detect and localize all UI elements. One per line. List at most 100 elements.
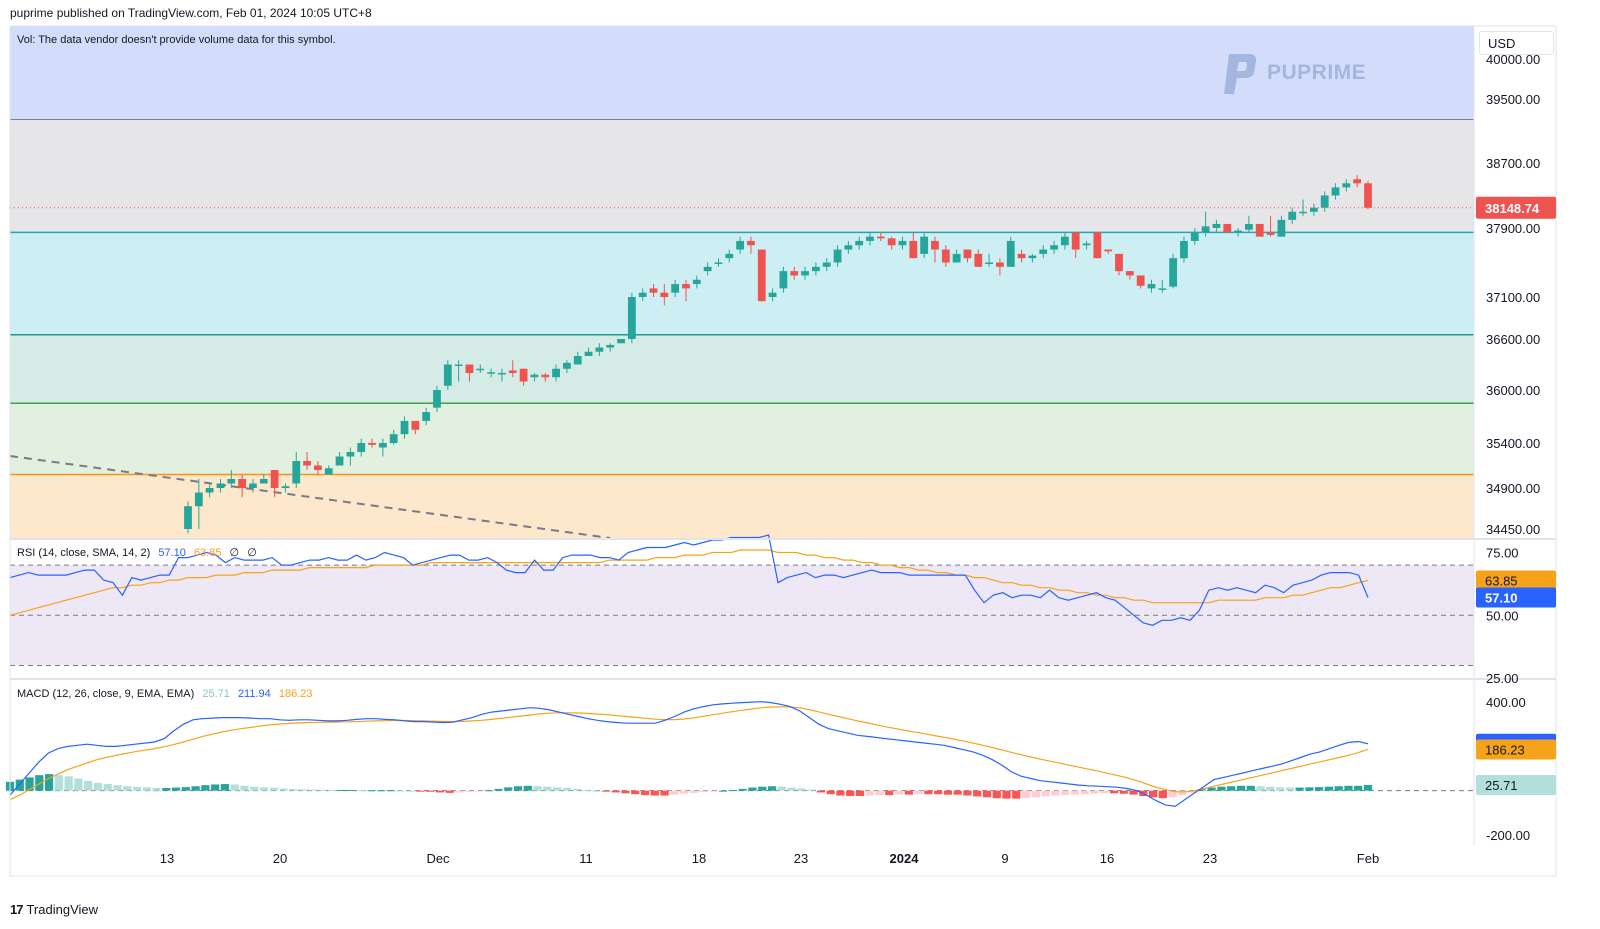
candle [249, 479, 257, 493]
time-axis-label: 16 [1100, 851, 1114, 866]
candle [909, 232, 918, 259]
candle-body [952, 253, 961, 263]
candle-body [1169, 258, 1178, 287]
macd-histogram-bar [1354, 785, 1363, 791]
macd-histogram-bar [836, 790, 845, 796]
macd-histogram-bar [435, 790, 444, 793]
macd-histogram-bar [377, 790, 386, 792]
candle-body [303, 461, 311, 466]
candle [346, 447, 355, 466]
candle-body [281, 486, 290, 488]
candle [606, 343, 615, 352]
rsi-panel [9, 534, 1474, 666]
candle-body [941, 249, 950, 263]
macd-histogram-bar [1295, 787, 1304, 791]
macd-histogram-bar [826, 790, 835, 795]
candle [270, 470, 279, 498]
macd-axis-label: 400.00 [1486, 695, 1526, 710]
candle [238, 474, 247, 498]
candle [811, 262, 820, 276]
candle-body [1147, 284, 1156, 289]
candle-body [1158, 288, 1167, 290]
candle [433, 385, 441, 413]
candle-body [270, 470, 279, 488]
time-axis-label: 18 [692, 851, 706, 866]
rsi-line [9, 534, 1369, 626]
candle-body [1071, 232, 1080, 250]
candle [1299, 199, 1307, 216]
volume-note: Vol: The data vendor doesn't provide vol… [17, 34, 336, 46]
macd-histogram-bar [338, 790, 347, 792]
level-zone [10, 119, 1474, 233]
macd-histogram-bar [445, 790, 454, 793]
candle [1245, 215, 1253, 233]
macd-histogram-bar [992, 790, 1001, 799]
price-axis-label: 36600.00 [1486, 332, 1540, 347]
last-price-label: 38148.74 [1485, 201, 1540, 216]
candle [1125, 271, 1134, 280]
puprime-watermark: PUPRIME [1215, 50, 1366, 96]
macd-line [9, 701, 1369, 807]
footer-brand: TradingView [26, 902, 99, 917]
candle-body [1125, 271, 1134, 276]
price-axis-label: 40000.00 [1486, 52, 1540, 67]
macd-histogram-bar [709, 790, 718, 792]
candle-body [324, 468, 333, 475]
candle-body [617, 339, 625, 344]
candle [866, 232, 874, 246]
macd-histogram-bar [289, 788, 298, 791]
macd-histogram-bar [621, 790, 630, 794]
candle-body [736, 240, 745, 250]
macd-histogram-bar [347, 790, 357, 792]
candle-body [465, 364, 474, 373]
rsi-legend-extra2: ∅ [247, 547, 257, 559]
candle [747, 236, 755, 254]
candle-body [454, 364, 463, 366]
macd-histogram-bar [93, 782, 103, 791]
candle [779, 266, 788, 293]
candle-body [1266, 232, 1275, 235]
candle-body [1245, 223, 1253, 230]
candle [1158, 279, 1167, 293]
macd-signal-line [9, 706, 1369, 801]
candle-body [1039, 249, 1048, 254]
candle [1060, 232, 1069, 250]
macd-histogram-bar [689, 790, 698, 793]
candle [898, 236, 907, 250]
candle-body [768, 292, 777, 297]
candle-body [714, 262, 723, 264]
candle [1006, 236, 1015, 267]
candle [194, 479, 203, 529]
candle [1082, 240, 1091, 250]
candle [292, 452, 301, 488]
macd-histogram-bar [328, 790, 337, 792]
candle-body [811, 266, 820, 272]
macd-histogram-bar [474, 790, 484, 792]
macd-axis-label: -200.00 [1486, 828, 1530, 843]
macd-histogram-bar [425, 790, 435, 792]
macd-histogram-bar [1363, 784, 1373, 791]
candle [1309, 203, 1318, 216]
candle-body [1353, 179, 1362, 184]
macd-histogram-bar [220, 784, 230, 791]
candle [1331, 183, 1340, 200]
currency-selector[interactable]: USD [1479, 31, 1554, 55]
publish-note: puprime published on TradingView.com, Fe… [10, 6, 372, 20]
macd-legend[interactable]: MACD (12, 26, close, 9, EMA, EMA) 25.71 … [17, 688, 312, 700]
macd-histogram-bar [35, 775, 44, 791]
candle-body [1006, 240, 1015, 267]
candle [638, 288, 647, 302]
macd-histogram-bar [953, 790, 962, 795]
rsi-legend[interactable]: RSI (14, close, SMA, 14, 2) 57.10 63.85 … [17, 546, 257, 559]
candle-body [519, 368, 528, 382]
macd-histogram-bar [1041, 790, 1050, 797]
candle-body [541, 374, 550, 378]
candle-body [476, 368, 485, 371]
rsi-tag [1476, 587, 1556, 608]
candle [487, 368, 496, 378]
candle-body [1093, 232, 1102, 259]
candle [281, 483, 290, 493]
macd-histogram-bar [1031, 790, 1040, 798]
macd-histogram-bar [386, 790, 396, 792]
